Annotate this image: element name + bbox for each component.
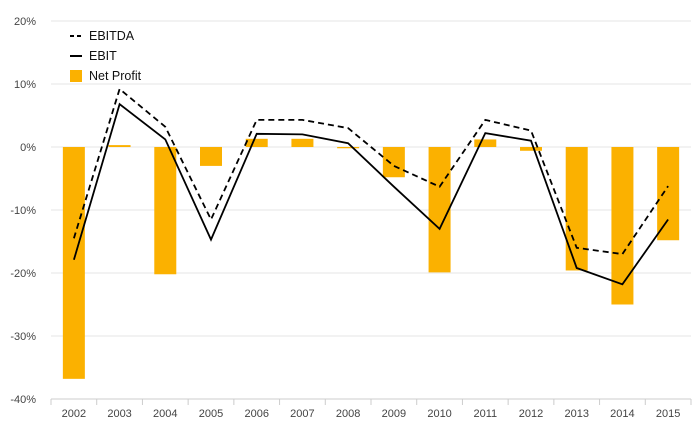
net-profit-bar — [565, 147, 588, 271]
x-tick-label: 2012 — [519, 408, 543, 420]
x-tick-label: 2004 — [153, 408, 177, 420]
x-tick-label: 2008 — [336, 408, 360, 420]
x-axis: 2002 2003 2004 2005 2006 2007 2008 2009 2010 2011… — [50, 398, 692, 420]
net-profit-bar — [108, 145, 131, 147]
y-tick-label: 20% — [14, 16, 36, 28]
legend-label: Net Profit — [89, 69, 142, 83]
x-tick-label: 2014 — [610, 408, 634, 420]
x-tick-label: 2015 — [656, 408, 680, 420]
ebit-line — [73, 102, 669, 286]
net-profit-bar — [611, 147, 634, 305]
net-profit-bar — [200, 147, 222, 166]
ebitda-line — [73, 87, 669, 256]
x-tick-label: 2011 — [473, 408, 497, 420]
net-profit-legend-symbol — [70, 70, 82, 82]
net-profit-bar — [62, 147, 85, 379]
net-profit-bar — [382, 147, 405, 178]
x-tick-label: 2009 — [382, 408, 406, 420]
net-profit-bar — [657, 147, 680, 241]
y-tick-label: -40% — [10, 394, 36, 406]
net-profit-bar — [520, 147, 542, 151]
net-profit-bar — [291, 138, 314, 147]
y-tick-label: -20% — [10, 268, 36, 280]
net-profit-bar — [474, 139, 497, 147]
net-profit-bar — [154, 147, 177, 275]
y-tick-label: 10% — [14, 79, 36, 91]
y-tick-label: 0% — [20, 142, 36, 154]
y-tick-label: -30% — [10, 331, 36, 343]
net-profit-bar — [428, 147, 451, 273]
x-tick-label: 2002 — [62, 408, 86, 420]
x-tick-label: 2003 — [107, 408, 131, 420]
legend: EBITDA EBIT Net Profit — [70, 29, 142, 83]
x-tick-label: 2013 — [564, 408, 588, 420]
legend-label: EBITDA — [89, 29, 135, 43]
net-profit-bars — [62, 138, 680, 379]
legend-label: EBIT — [89, 49, 117, 63]
x-tick-label: 2010 — [427, 408, 451, 420]
x-tick-label: 2007 — [290, 408, 314, 420]
x-tick-label: 2005 — [199, 408, 223, 420]
line-series — [73, 87, 669, 286]
y-axis-tick-labels: 20% 10% 0% -10% -20% -30% -40% — [10, 16, 36, 406]
net-profit-bar — [337, 147, 360, 149]
net-profit-bar — [245, 138, 268, 147]
y-tick-label: -10% — [10, 205, 36, 217]
gridlines — [51, 20, 691, 337]
x-tick-label: 2006 — [244, 408, 268, 420]
